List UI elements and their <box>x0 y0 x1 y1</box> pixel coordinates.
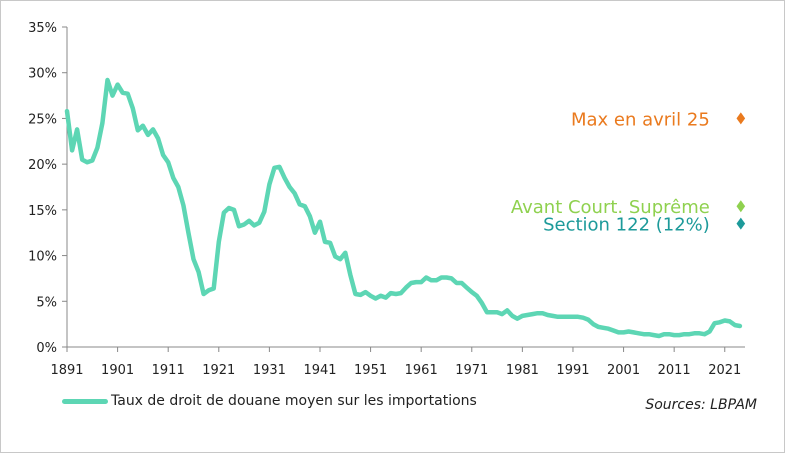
series-group <box>64 77 743 339</box>
x-tick-label: 1901 <box>101 363 134 378</box>
x-tick-label: 1921 <box>202 363 235 378</box>
annotation-marker <box>736 217 746 230</box>
annotation-marker <box>736 200 746 213</box>
x-tick-label: 1941 <box>303 363 336 378</box>
x-tick-label: 2021 <box>708 363 741 378</box>
annotations: Max en avril 25 Avant Court. SuprêmeSecti… <box>511 109 746 236</box>
x-tick-label: 1991 <box>556 363 589 378</box>
source-note: Sources: LBPAM <box>645 397 757 413</box>
x-tick-label: 1951 <box>354 363 387 378</box>
annotation-label: Section 122 (12%) <box>543 215 710 236</box>
y-tick-label: 25% <box>28 112 57 127</box>
y-tick-label: 5% <box>36 295 57 310</box>
x-tick-label: 1911 <box>152 363 185 378</box>
annotation-label: Avant Court. Suprême <box>511 197 710 218</box>
x-tick-label: 1891 <box>50 363 83 378</box>
y-tick-label: 10% <box>28 250 57 265</box>
legend-swatch <box>62 398 108 404</box>
y-tick-label: 0% <box>36 341 57 356</box>
y-axis-ticks: 0% 5% 10% 15% 20% 25% 30% 35% <box>28 21 67 356</box>
legend-label: Taux de droit de douane moyen sur les im… <box>111 393 477 409</box>
x-tick-label: 1971 <box>455 363 488 378</box>
axes <box>66 27 745 348</box>
x-axis-ticks: 1891 1901 1911 1921 1931 1941 1951 1961 1971 1981… <box>50 347 741 378</box>
x-tick-label: 1981 <box>506 363 539 378</box>
y-tick-label: 30% <box>28 67 57 82</box>
legend: Taux de droit de douane moyen sur les im… <box>62 393 477 409</box>
annotation-label: Max en avril 25 <box>571 109 710 130</box>
y-tick-label: 20% <box>28 158 57 173</box>
x-tick-label: 2001 <box>607 363 640 378</box>
series-line <box>64 77 743 339</box>
annotation-marker <box>736 112 746 125</box>
x-tick-label: 1961 <box>405 363 438 378</box>
x-tick-label: 1931 <box>253 363 286 378</box>
y-tick-label: 15% <box>28 204 57 219</box>
y-tick-label: 35% <box>28 21 57 36</box>
x-tick-label: 2011 <box>658 363 691 378</box>
